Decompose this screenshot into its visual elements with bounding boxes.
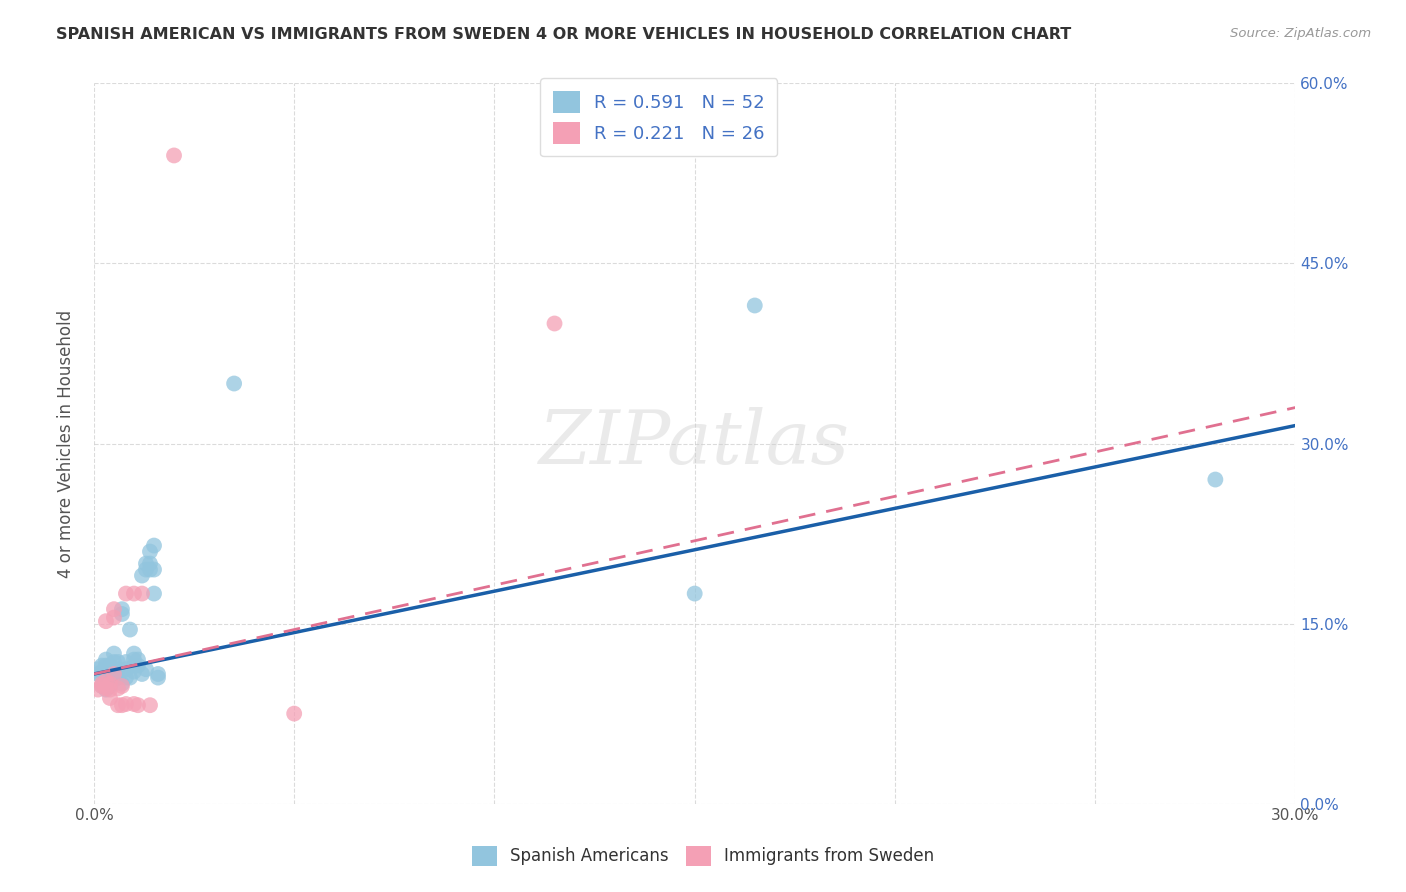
Point <box>122 586 145 600</box>
Point <box>131 568 153 582</box>
Point <box>683 586 706 600</box>
Point <box>91 679 114 693</box>
Point <box>122 652 145 666</box>
Point <box>143 563 166 577</box>
Point <box>139 544 162 558</box>
Point <box>94 676 117 690</box>
Point <box>127 652 149 666</box>
Point <box>135 662 157 676</box>
Point <box>122 658 145 673</box>
Legend: Spanish Americans, Immigrants from Sweden: Spanish Americans, Immigrants from Swede… <box>458 832 948 880</box>
Point <box>103 610 125 624</box>
Point <box>87 682 110 697</box>
Point <box>103 667 125 681</box>
Point <box>94 667 117 681</box>
Point <box>131 586 153 600</box>
Point <box>91 665 114 679</box>
Point <box>94 682 117 697</box>
Point <box>111 676 134 690</box>
Point <box>122 665 145 679</box>
Point <box>87 662 110 676</box>
Point <box>98 691 121 706</box>
Point <box>91 676 114 690</box>
Point <box>135 557 157 571</box>
Point <box>87 667 110 681</box>
Point <box>91 671 114 685</box>
Text: SPANISH AMERICAN VS IMMIGRANTS FROM SWEDEN 4 OR MORE VEHICLES IN HOUSEHOLD CORRE: SPANISH AMERICAN VS IMMIGRANTS FROM SWED… <box>56 27 1071 42</box>
Point <box>91 658 114 673</box>
Point <box>135 563 157 577</box>
Point <box>107 681 129 696</box>
Point <box>94 652 117 666</box>
Point <box>543 317 565 331</box>
Point <box>127 698 149 713</box>
Point <box>122 697 145 711</box>
Point <box>122 647 145 661</box>
Text: ZIPatlas: ZIPatlas <box>538 408 851 480</box>
Point <box>118 623 141 637</box>
Point <box>1204 473 1226 487</box>
Point <box>98 676 121 690</box>
Point <box>98 679 121 693</box>
Legend: R = 0.591   N = 52, R = 0.221   N = 26: R = 0.591 N = 52, R = 0.221 N = 26 <box>540 78 778 156</box>
Point <box>163 148 186 162</box>
Point <box>107 698 129 713</box>
Point <box>127 658 149 673</box>
Point <box>103 665 125 679</box>
Point <box>115 586 138 600</box>
Point <box>146 671 169 685</box>
Y-axis label: 4 or more Vehicles in Household: 4 or more Vehicles in Household <box>58 310 75 578</box>
Point <box>115 662 138 676</box>
Point <box>103 647 125 661</box>
Point <box>98 667 121 681</box>
Point <box>224 376 246 391</box>
Point <box>139 557 162 571</box>
Point <box>94 674 117 689</box>
Point <box>103 602 125 616</box>
Point <box>107 655 129 669</box>
Point <box>283 706 305 721</box>
Point <box>131 667 153 681</box>
Point <box>115 655 138 669</box>
Point <box>115 671 138 685</box>
Point <box>98 673 121 687</box>
Point <box>107 671 129 685</box>
Point <box>115 697 138 711</box>
Point <box>98 658 121 673</box>
Point <box>118 671 141 685</box>
Point <box>146 667 169 681</box>
Point <box>94 681 117 696</box>
Point <box>94 614 117 628</box>
Text: Source: ZipAtlas.com: Source: ZipAtlas.com <box>1230 27 1371 40</box>
Point <box>98 682 121 697</box>
Point <box>111 602 134 616</box>
Point <box>111 607 134 621</box>
Point <box>143 586 166 600</box>
Point <box>91 679 114 693</box>
Point <box>107 662 129 676</box>
Point <box>139 563 162 577</box>
Point <box>143 539 166 553</box>
Point <box>94 658 117 673</box>
Point <box>111 698 134 713</box>
Point <box>103 655 125 669</box>
Point <box>111 679 134 693</box>
Point <box>139 698 162 713</box>
Point <box>744 298 766 312</box>
